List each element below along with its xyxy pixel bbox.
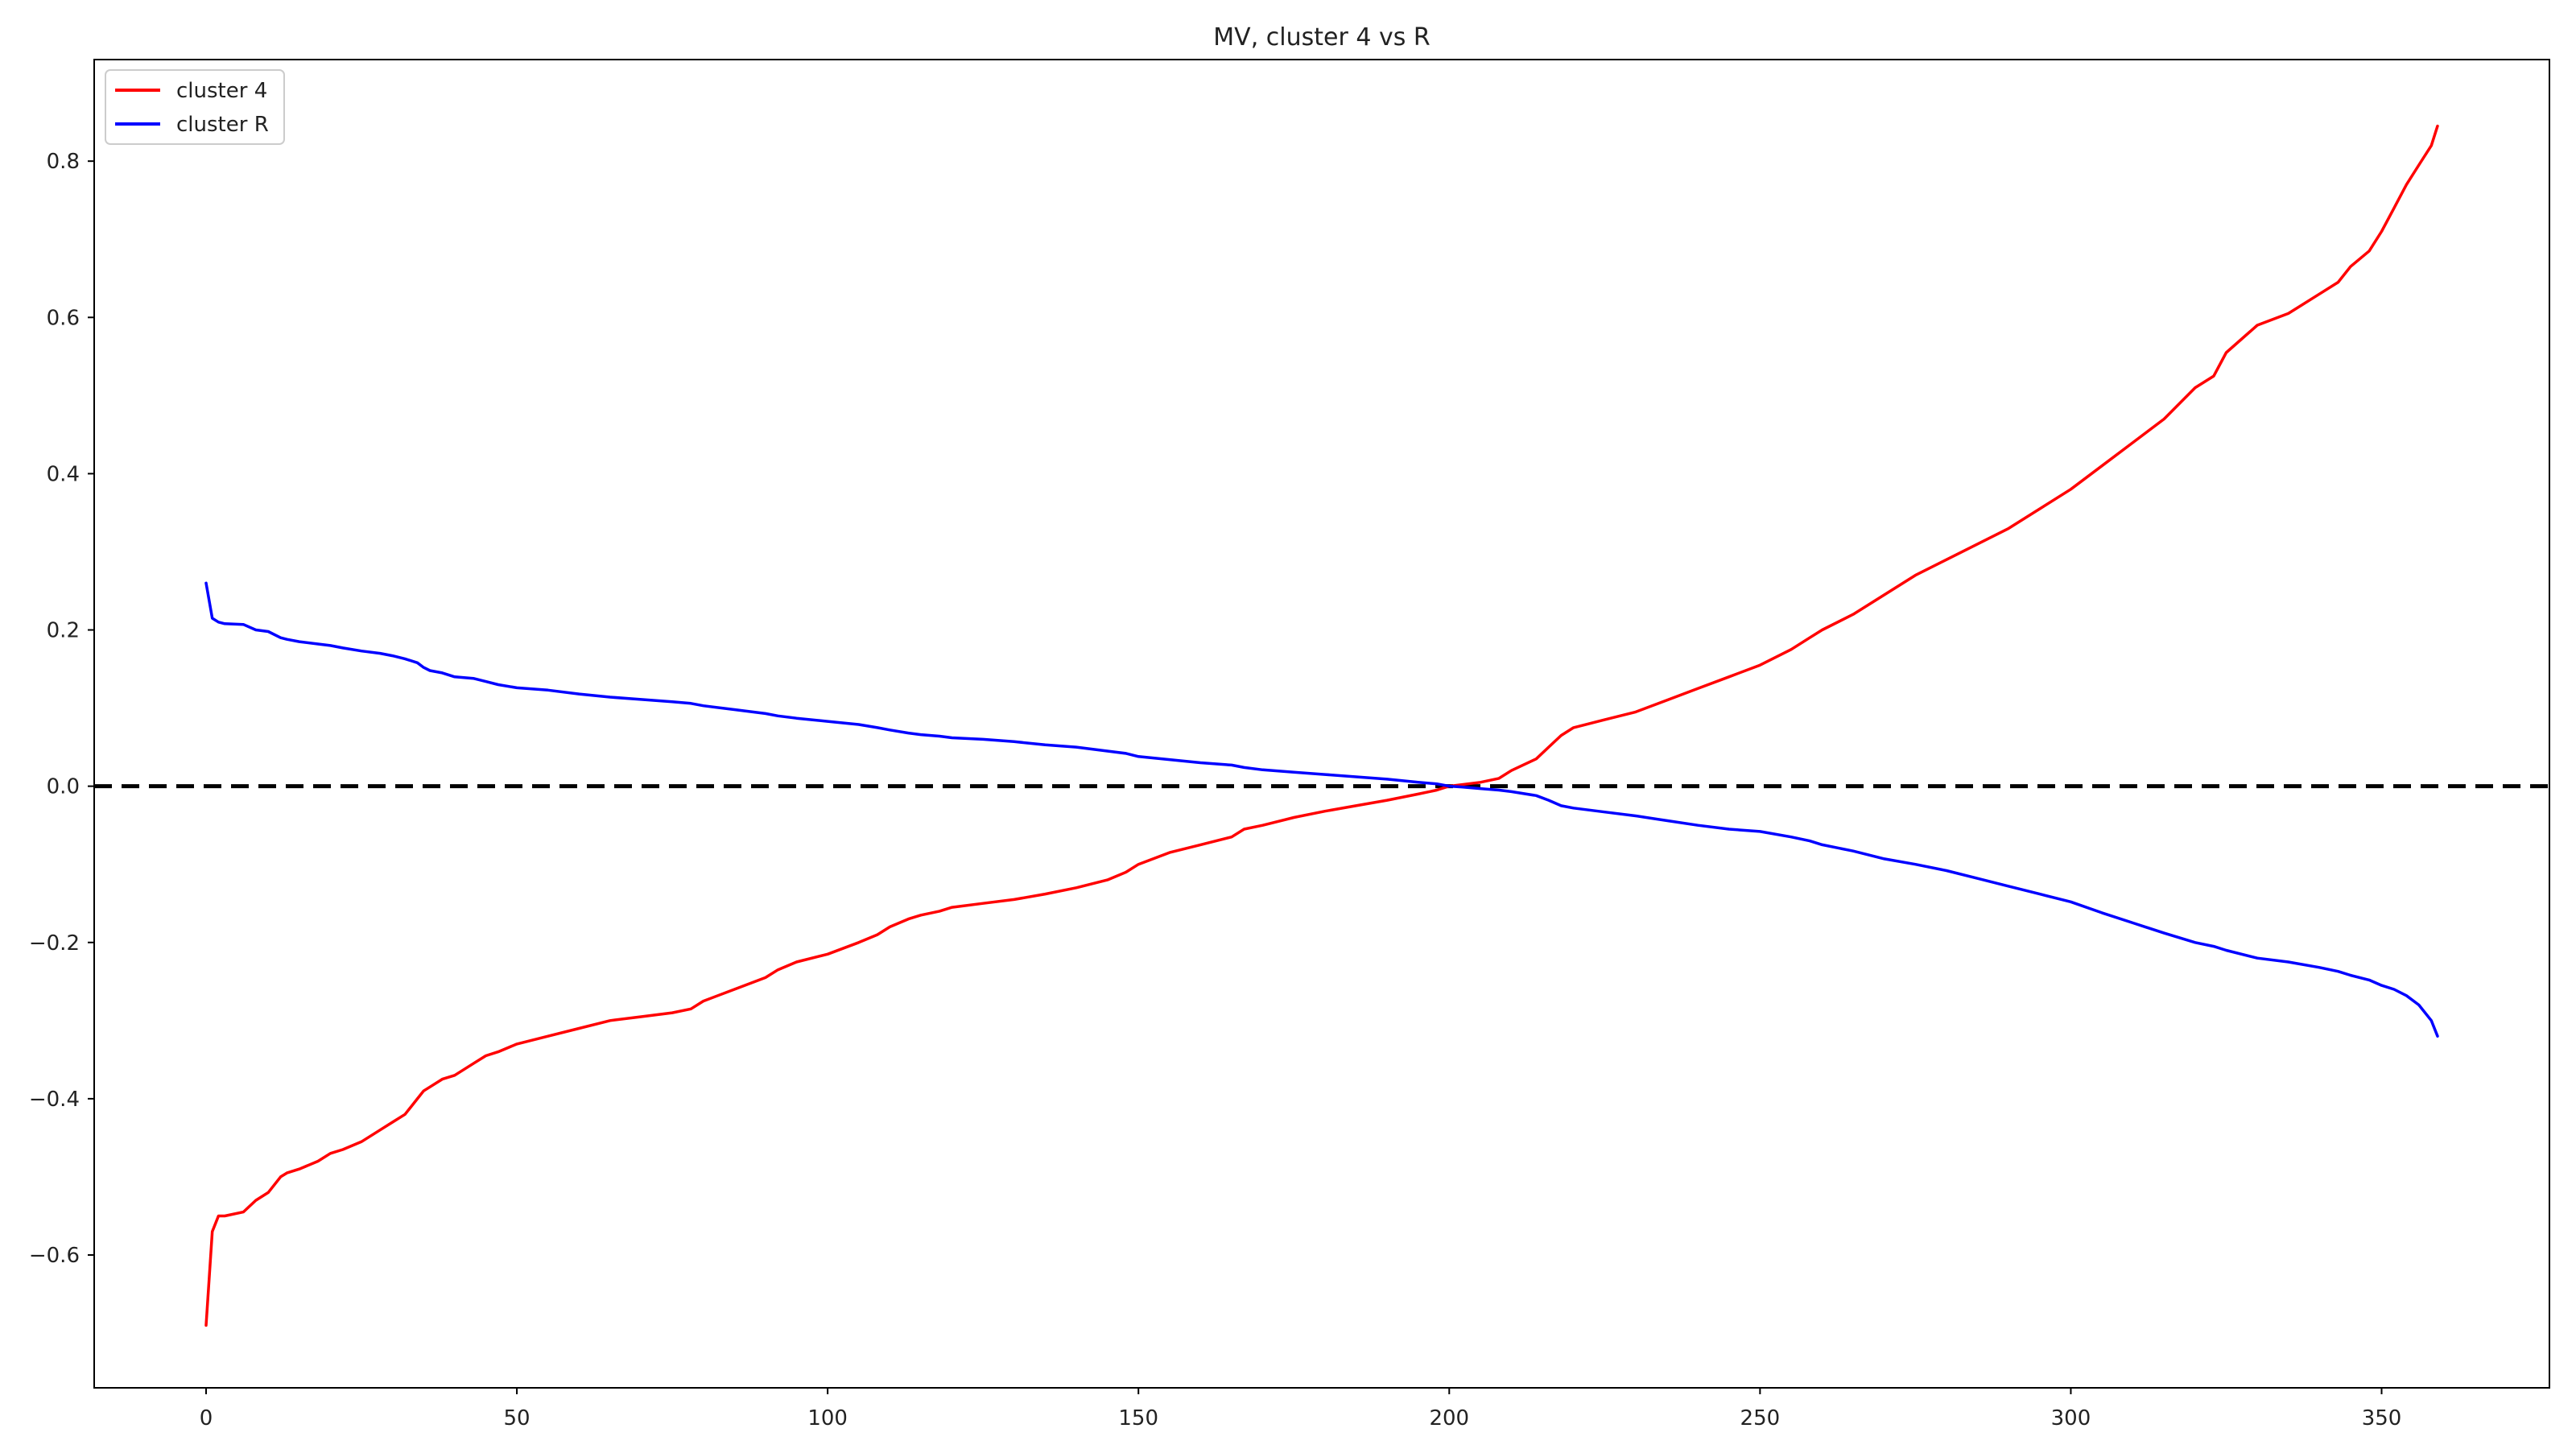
y-tick-label: 0.4 xyxy=(47,462,80,486)
plot-frame xyxy=(93,59,2550,1389)
x-tick-label: 300 xyxy=(2051,1406,2091,1430)
plot-area xyxy=(94,124,2549,1327)
series-line-cluster-r xyxy=(204,581,2439,1038)
legend-label: cluster 4 xyxy=(176,79,267,103)
legend: cluster 4 cluster R xyxy=(105,69,285,145)
y-tick-label: −0.2 xyxy=(29,931,80,956)
y-tick-label: 0.0 xyxy=(47,775,80,799)
x-tick-label: 100 xyxy=(807,1406,848,1430)
x-tick-label: 250 xyxy=(1740,1406,1781,1430)
legend-label: cluster R xyxy=(176,113,269,137)
x-tick-label: 200 xyxy=(1429,1406,1469,1430)
y-tick-label: −0.4 xyxy=(29,1088,80,1112)
series-line-cluster-4 xyxy=(204,124,2439,1327)
chart-title: MV, cluster 4 vs R xyxy=(1213,23,1430,52)
y-tick-label: −0.6 xyxy=(29,1244,80,1268)
x-tick-label: 350 xyxy=(2362,1406,2402,1430)
x-tick-label: 150 xyxy=(1118,1406,1158,1430)
y-tick-label: 0.2 xyxy=(47,619,80,643)
x-tick-label: 50 xyxy=(504,1406,530,1430)
y-tick-label: 0.8 xyxy=(47,150,80,174)
x-tick-label: 0 xyxy=(200,1406,213,1430)
y-tick-label: 0.6 xyxy=(47,306,80,330)
